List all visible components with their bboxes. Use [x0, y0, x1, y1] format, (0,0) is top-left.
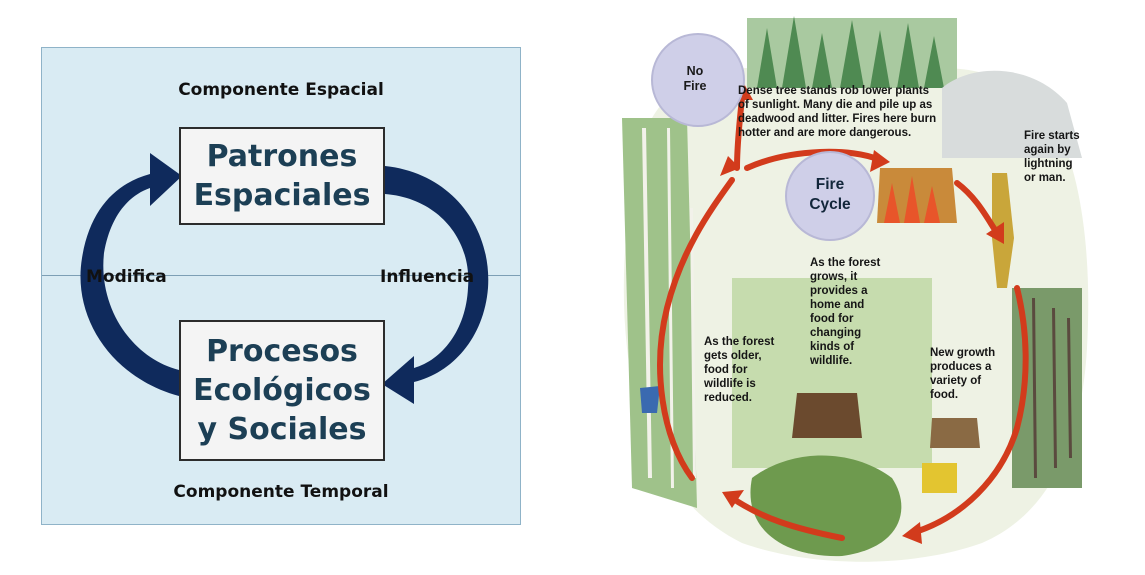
box-line: Espaciales	[193, 178, 371, 213]
elk	[930, 418, 980, 448]
box-line: Procesos	[206, 334, 358, 369]
temporal-component-label: Componente Temporal	[173, 482, 389, 502]
left-aspen-grove	[622, 118, 697, 508]
bottom-shrubs	[750, 455, 902, 557]
cycle-arrow-ring	[657, 95, 1029, 541]
divider-line	[42, 275, 520, 276]
no-fire-bubble	[651, 33, 745, 127]
right-conifers	[1012, 288, 1082, 488]
influences-label: Influencia	[380, 267, 475, 287]
forest-older-text: As the forest gets older, food for wildl…	[704, 336, 775, 404]
bluebird	[640, 386, 660, 413]
right-curved-arrow	[382, 166, 489, 404]
flames	[884, 176, 940, 223]
meadow-center	[732, 278, 932, 468]
burnt-snags	[1032, 298, 1072, 478]
fire-cycle-artwork	[622, 16, 1089, 562]
processes-box: Procesos Ecológicos y Sociales	[179, 320, 385, 461]
no-fire-label: No Fire	[683, 64, 707, 93]
spatial-temporal-diagram: Componente Espacial Componente Temporal …	[41, 47, 521, 525]
box-line: Ecológicos	[193, 373, 371, 408]
conifer-trees	[757, 16, 944, 88]
modifies-label: Modifica	[86, 267, 167, 287]
dense-stands-text: Dense tree stands rob lower plants of su…	[738, 85, 937, 139]
spatial-component-label: Componente Espacial	[178, 80, 384, 100]
spatial-patterns-box: Patrones Espaciales	[179, 127, 385, 225]
yellow-flowers	[922, 463, 957, 493]
box-line: y Sociales	[197, 412, 367, 447]
fire-cycle-illustration: No Fire Fire Cycle Dense tree stands rob…	[612, 8, 1107, 563]
mountain-smoke	[942, 70, 1082, 158]
left-curved-arrow	[80, 153, 182, 396]
forest-grows-text: As the forest grows, it provides a home …	[810, 257, 881, 367]
fire-cycle-label: Fire Cycle	[809, 176, 851, 213]
fire-cycle-bubble	[785, 151, 875, 241]
new-growth-text: New growth produces a variety of food.	[930, 347, 996, 401]
box-line: Patrones	[206, 139, 358, 174]
moose	[792, 393, 862, 438]
fire-starts-text: Fire starts again by lightning or man.	[1024, 130, 1080, 184]
cycle-arrows	[80, 153, 489, 404]
